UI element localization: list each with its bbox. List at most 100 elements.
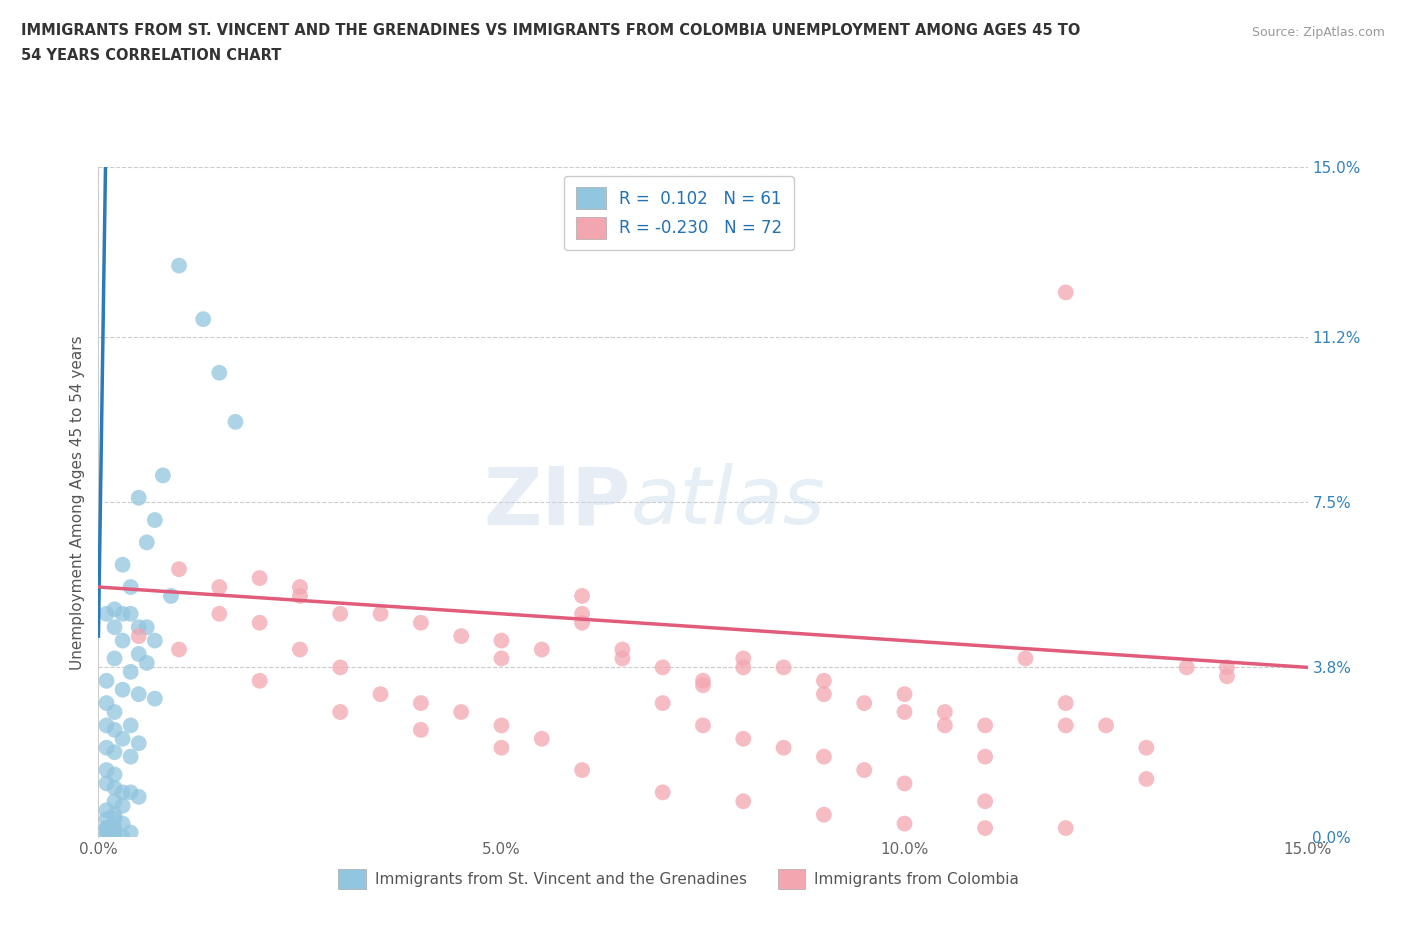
Point xyxy=(103,780,125,795)
Point xyxy=(491,718,513,733)
Point xyxy=(103,825,125,840)
Point xyxy=(103,602,125,617)
Point xyxy=(491,633,513,648)
Point xyxy=(120,579,142,594)
Point xyxy=(103,820,125,835)
Point xyxy=(612,651,634,666)
Point xyxy=(491,651,513,666)
Point xyxy=(103,651,125,666)
Point xyxy=(813,673,835,688)
Point xyxy=(103,619,125,634)
Point xyxy=(1095,718,1118,733)
Point xyxy=(450,705,472,720)
Point xyxy=(612,642,634,657)
Point xyxy=(96,803,118,817)
Point xyxy=(409,616,432,631)
Point xyxy=(1014,651,1036,666)
Point xyxy=(491,740,513,755)
Point xyxy=(692,718,714,733)
Point xyxy=(103,723,125,737)
Point xyxy=(160,589,183,604)
Point xyxy=(128,736,150,751)
Point xyxy=(120,825,142,840)
Point xyxy=(530,731,553,746)
Point xyxy=(167,562,190,577)
Point xyxy=(96,776,118,790)
Point xyxy=(103,794,125,809)
Point xyxy=(692,673,714,688)
Point xyxy=(96,812,118,827)
Point xyxy=(96,763,118,777)
Point xyxy=(974,750,997,764)
Point xyxy=(571,616,593,631)
Point xyxy=(120,785,142,800)
Point xyxy=(974,794,997,809)
Point xyxy=(813,686,835,701)
Point xyxy=(96,718,118,733)
Point xyxy=(893,776,915,790)
Point xyxy=(128,686,150,701)
Point xyxy=(288,642,311,657)
Point xyxy=(329,660,352,675)
Point xyxy=(167,259,190,273)
Point xyxy=(450,629,472,644)
Point xyxy=(208,606,231,621)
Point xyxy=(135,535,157,550)
Point xyxy=(813,807,835,822)
Point xyxy=(128,790,150,804)
Point xyxy=(733,660,755,675)
Point xyxy=(329,606,352,621)
Point xyxy=(96,606,118,621)
Point xyxy=(111,731,134,746)
Point xyxy=(167,642,190,657)
Point xyxy=(96,820,118,835)
Point xyxy=(128,490,150,505)
Point xyxy=(143,633,166,648)
Text: atlas: atlas xyxy=(630,463,825,541)
Point xyxy=(813,750,835,764)
Point xyxy=(733,731,755,746)
Point xyxy=(111,830,134,844)
Point xyxy=(772,740,794,755)
Point xyxy=(128,646,150,661)
Point xyxy=(249,616,271,631)
Point xyxy=(571,763,593,777)
Point xyxy=(96,820,118,835)
Point xyxy=(853,696,876,711)
Legend: Immigrants from St. Vincent and the Grenadines, Immigrants from Colombia: Immigrants from St. Vincent and the Gren… xyxy=(330,861,1026,897)
Point xyxy=(409,696,432,711)
Point xyxy=(111,785,134,800)
Text: ZIP: ZIP xyxy=(484,463,630,541)
Point xyxy=(143,691,166,706)
Point xyxy=(208,365,231,380)
Point xyxy=(143,512,166,527)
Point xyxy=(96,830,118,844)
Point xyxy=(1054,285,1077,299)
Point xyxy=(1135,772,1157,787)
Point xyxy=(692,678,714,693)
Point xyxy=(120,718,142,733)
Point xyxy=(120,606,142,621)
Point xyxy=(128,619,150,634)
Point xyxy=(571,589,593,604)
Point xyxy=(135,656,157,671)
Point xyxy=(370,606,392,621)
Text: IMMIGRANTS FROM ST. VINCENT AND THE GRENADINES VS IMMIGRANTS FROM COLOMBIA UNEMP: IMMIGRANTS FROM ST. VINCENT AND THE GREN… xyxy=(21,23,1080,38)
Point xyxy=(152,468,174,483)
Point xyxy=(111,557,134,572)
Point xyxy=(1175,660,1198,675)
Point xyxy=(111,633,134,648)
Point xyxy=(120,750,142,764)
Point xyxy=(530,642,553,657)
Point xyxy=(103,830,125,844)
Point xyxy=(103,767,125,782)
Point xyxy=(934,705,956,720)
Point xyxy=(370,686,392,701)
Point xyxy=(111,798,134,813)
Point xyxy=(974,718,997,733)
Point xyxy=(103,812,125,827)
Point xyxy=(208,579,231,594)
Point xyxy=(1216,669,1239,684)
Point xyxy=(651,696,673,711)
Point xyxy=(651,785,673,800)
